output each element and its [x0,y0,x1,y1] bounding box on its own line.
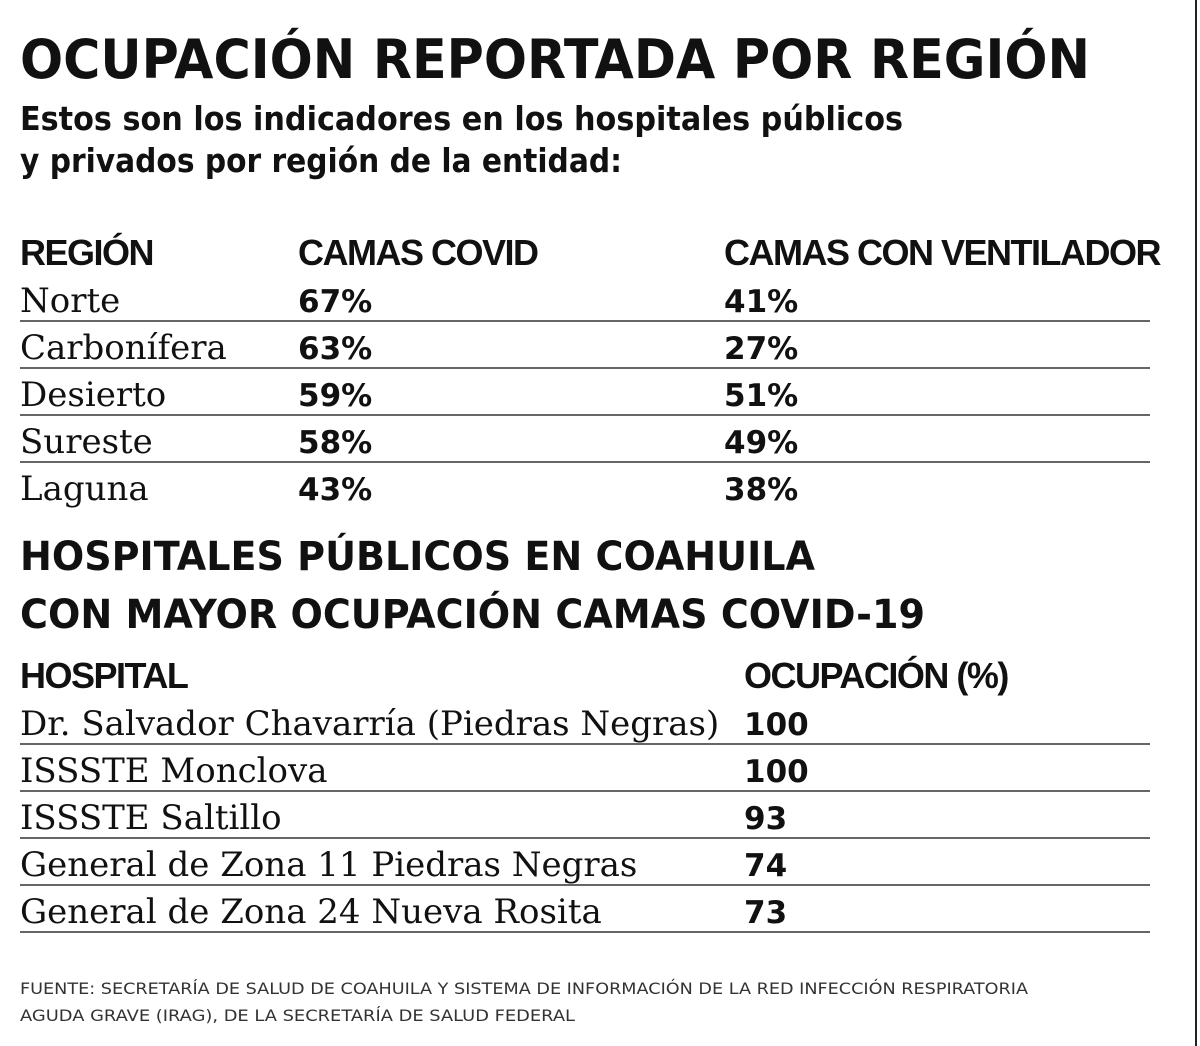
column-header: OCUPACIÓN (%) [744,654,1008,696]
row-label: Carbonífera [20,328,227,368]
cell-value: 67% [298,284,372,320]
column-header: CAMAS COVID [298,232,538,273]
cell-value: 43% [298,472,372,508]
cell-value: 58% [298,425,372,461]
row-label: General de Zona 11 Piedras Negras [20,845,637,885]
cell-value: 51% [724,378,798,414]
row-label: Dr. Salvador Chavarría (Piedras Negras) [20,704,719,744]
cell-value: 73 [744,895,787,931]
source: FUENTE: SECRETARÍA DE SALUD DE COAHUILA … [20,979,1028,998]
row-label: General de Zona 24 Nueva Rosita [20,892,602,932]
subtitle: y privados por región de la entidad: [20,141,622,180]
cell-value: 100 [744,707,809,743]
section-title: HOSPITALES PÚBLICOS EN COAHUILA [20,532,815,580]
row-label: ISSSTE Monclova [20,751,327,791]
row-label: ISSSTE Saltillo [20,798,282,838]
subtitle: Estos son los indicadores en los hospita… [20,99,903,138]
cell-value: 100 [744,754,809,790]
row-label: Laguna [20,469,149,509]
column-header: REGIÓN [20,231,153,273]
cell-value: 49% [724,425,798,461]
column-header: CAMAS CON VENTILADOR [724,232,1161,273]
column-header: HOSPITAL [20,655,188,696]
row-label: Desierto [20,375,166,415]
cell-value: 93 [744,801,787,837]
cell-value: 74 [744,848,787,884]
cell-value: 41% [724,284,798,320]
cell-value: 38% [724,472,798,508]
cell-value: 27% [724,331,798,367]
section-title: CON MAYOR OCUPACIÓN CAMAS COVID-19 [20,590,925,638]
cell-value: 59% [298,378,372,414]
source: AGUDA GRAVE (IRAG), DE LA SECRETARÍA DE … [20,1006,575,1025]
row-label: Norte [20,281,120,321]
row-label: Sureste [20,422,153,462]
cell-value: 63% [298,331,372,367]
title: OCUPACIÓN REPORTADA POR REGIÓN [20,28,1090,91]
